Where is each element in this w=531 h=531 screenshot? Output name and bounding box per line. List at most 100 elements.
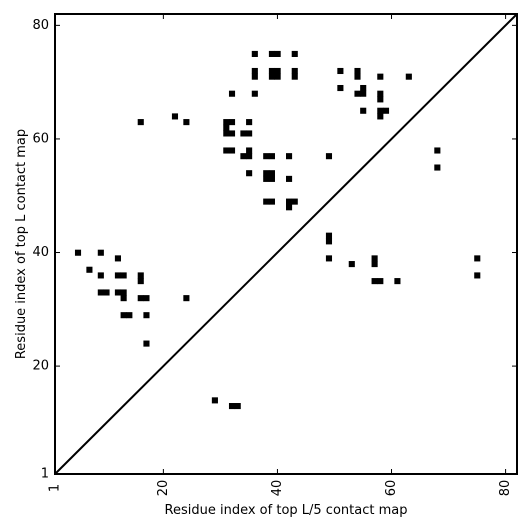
contact-point: [377, 73, 384, 80]
x-tick-label: 20: [156, 480, 171, 497]
contact-point: [377, 90, 384, 97]
contact-point: [360, 84, 367, 92]
contact-point: [137, 119, 144, 126]
contact-point: [246, 153, 253, 160]
contact-point: [377, 96, 384, 103]
contact-point: [263, 153, 270, 160]
contact-point: [246, 147, 253, 154]
contact-point: [86, 266, 93, 273]
y-tick-label: 60: [32, 131, 49, 146]
contact-point: [143, 295, 150, 302]
contact-point: [268, 153, 275, 160]
contact-point: [228, 90, 236, 97]
contact-point: [251, 50, 258, 57]
contact-point: [325, 238, 333, 245]
contact-point: [434, 164, 441, 171]
contact-point: [354, 67, 361, 75]
contact-point: [360, 90, 367, 97]
contact-point: [263, 198, 270, 205]
contact-point: [228, 119, 236, 126]
contact-point: [371, 255, 378, 262]
contact-point: [474, 272, 481, 279]
contact-point: [120, 295, 127, 302]
y-axis-label: Residue index of top L contact map: [14, 129, 29, 359]
contact-point: [143, 312, 150, 319]
ticks-layer: 1 20 40 60 80 1 20 40 60 80: [32, 14, 517, 496]
contact-point: [337, 67, 344, 75]
contact-point: [377, 278, 384, 285]
contact-point: [268, 50, 275, 57]
contact-point: [97, 289, 104, 296]
contact-point: [137, 272, 144, 279]
contact-point: [274, 73, 281, 80]
contact-point: [286, 175, 293, 182]
contact-point: [251, 67, 258, 75]
contact-point: [246, 170, 253, 177]
contact-point: [291, 198, 298, 205]
contact-point: [114, 255, 121, 262]
contact-point: [268, 198, 275, 205]
contact-point: [474, 255, 481, 262]
contact-point: [434, 147, 441, 154]
contact-point: [371, 261, 378, 268]
contact-point: [228, 147, 236, 154]
contact-point: [137, 278, 144, 285]
x-tick-label: 80: [498, 480, 513, 497]
contact-point: [74, 249, 82, 256]
contact-point: [228, 403, 236, 410]
contact-point: [291, 73, 298, 80]
diagonal-line: [54, 13, 518, 475]
y-tick-label: 80: [32, 18, 49, 33]
contact-point: [382, 107, 390, 114]
contact-point: [211, 397, 218, 404]
contact-point: [360, 107, 367, 114]
contact-point: [223, 147, 230, 154]
contact-point: [114, 289, 121, 296]
contact-point: [274, 67, 281, 75]
points-layer: [74, 50, 481, 410]
contact-point: [354, 73, 361, 80]
contact-point: [228, 130, 236, 137]
contact-point: [126, 312, 133, 319]
plot-frame: [54, 13, 518, 475]
contact-point: [377, 107, 384, 114]
contact-point: [234, 403, 241, 410]
x-axis-label: Residue index of top L/5 contact map: [165, 503, 408, 518]
contact-point: [246, 130, 253, 137]
contact-point: [286, 198, 293, 205]
contact-point: [268, 170, 275, 177]
contact-point: [286, 204, 293, 211]
contact-point: [223, 119, 230, 126]
contact-point: [97, 272, 104, 279]
contact-point: [183, 119, 190, 126]
x-tick-label: 40: [270, 480, 285, 497]
contact-point: [240, 130, 247, 137]
x-tick-label: 60: [384, 480, 399, 497]
contact-point: [114, 272, 121, 279]
y-tick-label: 1: [41, 467, 49, 482]
contact-point: [354, 90, 361, 97]
contact-point: [325, 153, 333, 160]
contact-point: [223, 130, 230, 137]
contact-point: [137, 295, 144, 302]
contact-point: [405, 73, 412, 80]
contact-point: [143, 340, 150, 347]
contact-point: [171, 113, 179, 120]
contact-point: [263, 175, 270, 182]
contact-point: [377, 113, 384, 120]
y-tick-label: 40: [32, 245, 49, 260]
contact-point: [268, 67, 275, 75]
contact-point: [246, 119, 253, 126]
contact-point: [268, 175, 275, 182]
contact-point: [291, 67, 298, 75]
contact-point: [337, 84, 344, 92]
contact-point: [251, 90, 258, 97]
contact-point: [394, 278, 401, 285]
contact-point: [286, 153, 293, 160]
contact-point: [183, 295, 190, 302]
contact-point: [274, 50, 281, 57]
contact-point: [325, 232, 333, 239]
x-tick-label: 1: [48, 484, 63, 492]
contact-point: [103, 289, 110, 296]
